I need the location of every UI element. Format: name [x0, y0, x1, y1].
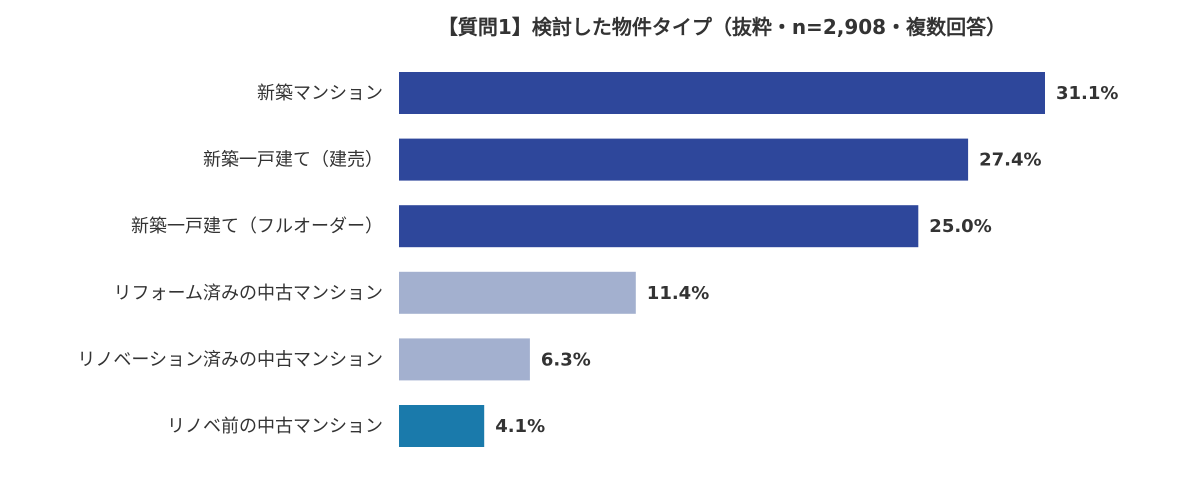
category-label-5: リノベーション済みの中古マンション	[77, 349, 383, 370]
bars-group: 新築マンション 31.1% 新築一戸建て（建売） 27.4% 新築一戸建て（フルオーダー…	[77, 72, 1118, 447]
category-label-6: リノベ前の中古マンション	[167, 416, 383, 437]
value-label-4: 11.4%	[647, 283, 709, 304]
category-label-3: 新築一戸建て（フルオーダー）	[131, 216, 383, 237]
bar-5	[399, 338, 530, 381]
value-label-5: 6.3%	[541, 349, 591, 370]
value-label-3: 25.0%	[929, 216, 991, 237]
value-label-1: 31.1%	[1056, 83, 1118, 104]
category-label-4: リフォーム済みの中古マンション	[114, 283, 383, 304]
chart-title: 【質問1】検討した物件タイプ（抜粋・n=2,908・複数回答）	[438, 15, 1006, 39]
category-label-2: 新築一戸建て（建売）	[203, 150, 383, 171]
value-label-2: 27.4%	[979, 150, 1041, 171]
bar-4	[399, 271, 636, 314]
bar-6	[399, 405, 485, 447]
value-label-6: 4.1%	[495, 416, 545, 437]
category-label-1: 新築マンション	[257, 83, 383, 104]
bar-3	[399, 205, 919, 248]
bar-2	[399, 138, 969, 181]
bar-1	[399, 72, 1045, 114]
